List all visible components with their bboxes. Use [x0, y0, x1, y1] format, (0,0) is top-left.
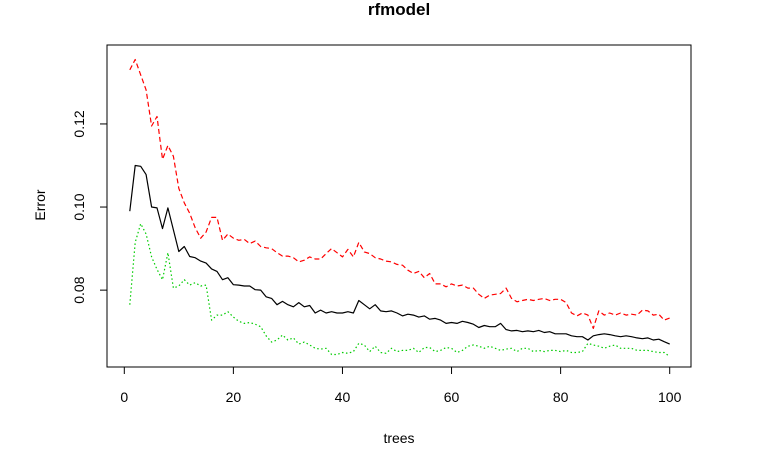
x-tick-label: 100 [658, 389, 682, 405]
series-layer [129, 58, 671, 358]
y-tick-label: 0.08 [71, 276, 87, 303]
series-line-1 [129, 164, 670, 345]
x-tick-label: 80 [553, 389, 569, 405]
x-axis: 0 20 40 60 80 100 [120, 366, 682, 405]
chart-title: rfmodel [368, 0, 430, 19]
y-axis-label: Error [32, 189, 48, 220]
plot-frame [106, 44, 692, 368]
x-tick-label: 20 [226, 389, 242, 405]
y-tick-label: 0.10 [71, 193, 87, 220]
x-tick-label: 40 [335, 389, 351, 405]
x-tick-label: 60 [444, 389, 460, 405]
series-line-2 [129, 58, 670, 329]
y-axis: 0.08 0.10 0.12 [71, 110, 108, 304]
series-line-3 [129, 223, 671, 358]
x-axis-label: trees [383, 430, 414, 446]
x-tick-label: 0 [120, 389, 128, 405]
y-tick-label: 0.12 [71, 110, 87, 137]
